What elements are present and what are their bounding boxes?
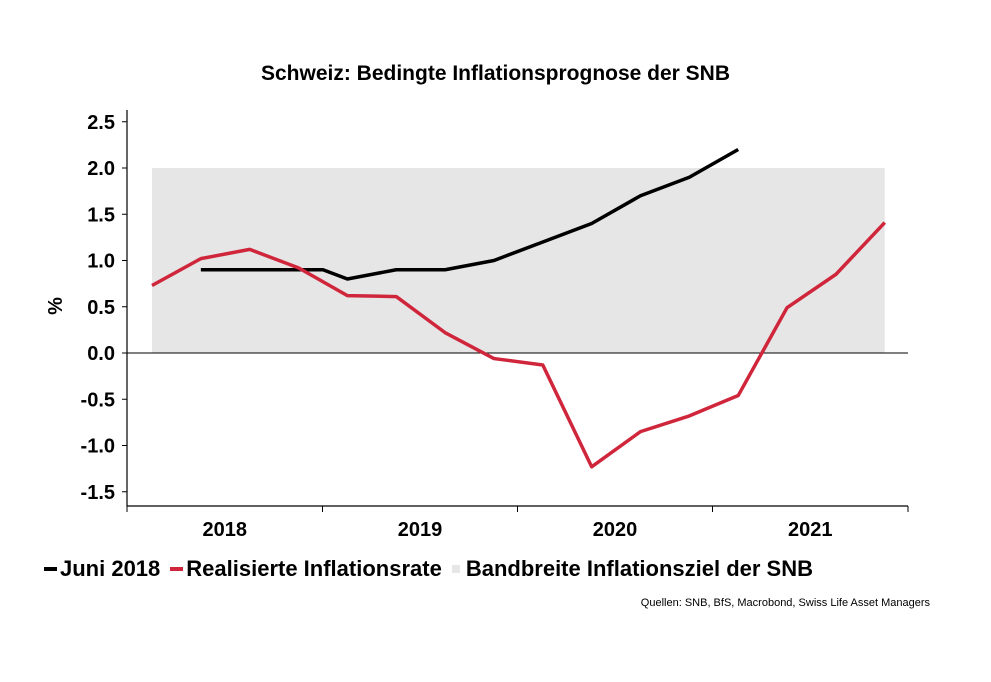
y-tick-label: 0.0 xyxy=(87,343,115,365)
legend-item-bandbreite: Bandbreite Inflationsziel der SNB xyxy=(451,556,813,582)
chart-legend: Juni 2018 Realisierte Inflationsrate Ban… xyxy=(44,556,823,582)
legend-label: Realisierte Inflationsrate xyxy=(186,556,442,581)
x-tick-label: 2018 xyxy=(203,519,248,541)
x-tick-label: 2020 xyxy=(593,519,638,541)
legend-swatch-grey-box xyxy=(451,565,460,573)
y-tick-label: 1.0 xyxy=(87,251,115,273)
legend-swatch-red-line xyxy=(170,567,184,571)
y-tick-label: 0.5 xyxy=(87,297,115,319)
y-tick-label: -1.5 xyxy=(81,482,115,504)
y-tick-label: 2.0 xyxy=(87,158,115,180)
x-tick-label: 2021 xyxy=(788,519,833,541)
series-line-realisierte-inflationsrate xyxy=(151,221,887,469)
legend-label: Bandbreite Inflationsziel der SNB xyxy=(465,556,813,581)
x-tick-label: 2019 xyxy=(398,519,443,541)
y-tick-label: -1.0 xyxy=(81,436,115,458)
y-tick-label: 1.5 xyxy=(87,204,115,226)
chart-title: Schweiz: Bedingte Inflationsprognose der… xyxy=(260,62,731,85)
y-axis-label: % xyxy=(45,297,67,315)
y-tick-label: 2.5 xyxy=(87,112,115,134)
legend-label: Juni 2018 xyxy=(60,556,161,581)
legend-swatch-black-line xyxy=(44,567,57,571)
target-band xyxy=(152,168,885,353)
source-note: Quellen: SNB, BfS, Macrobond, Swiss Life… xyxy=(640,597,930,609)
legend-item-realisierte: Realisierte Inflationsrate xyxy=(170,556,442,582)
y-tick-label: -0.5 xyxy=(81,389,115,411)
legend-item-juni-2018: Juni 2018 xyxy=(44,556,160,582)
